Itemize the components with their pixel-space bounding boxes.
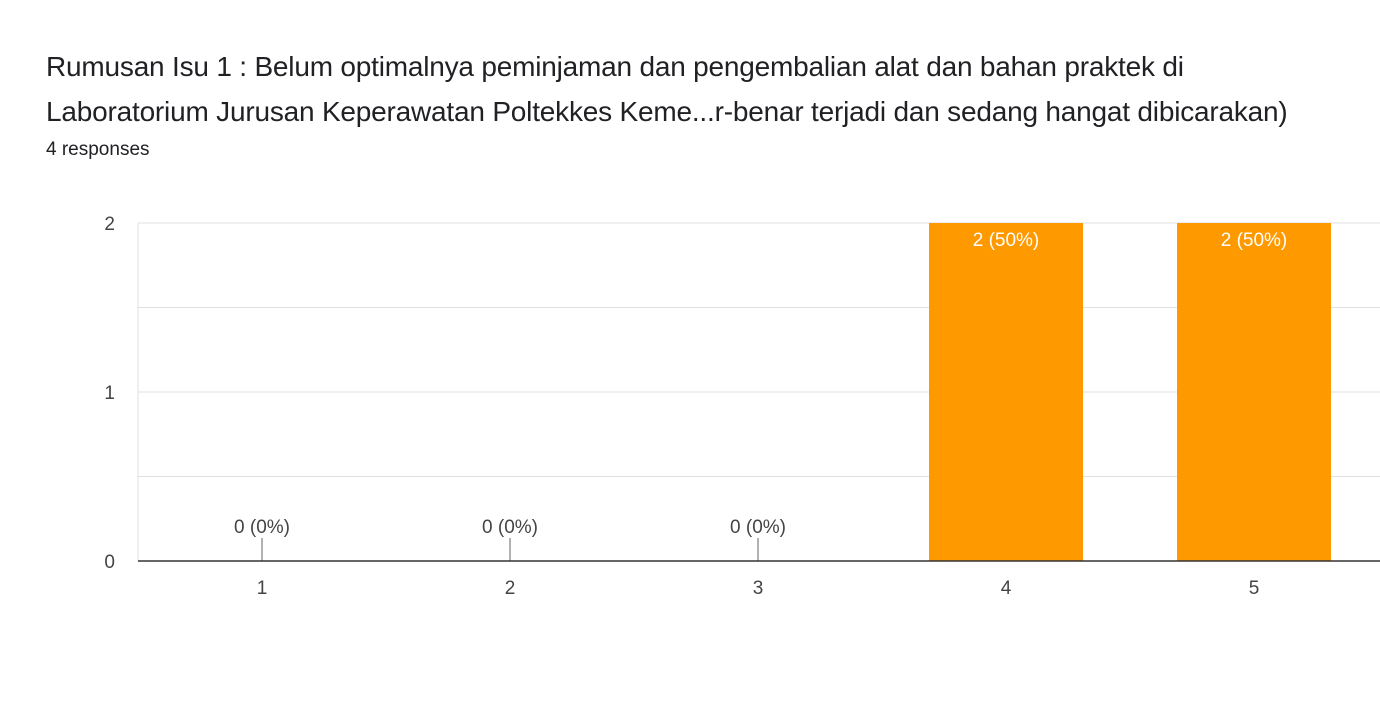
y-tick-label: 1 [104, 383, 115, 404]
data-label: 2 (50%) [973, 230, 1040, 251]
chart-title: Rumusan Isu 1 : Belum optimalnya peminja… [46, 44, 1366, 134]
responses-count: 4 responses [46, 139, 150, 160]
data-label: 0 (0%) [234, 517, 290, 538]
chart-title-line-2: Laboratorium Jurusan Keperawatan Poltekk… [46, 96, 1288, 127]
x-tick-label: 2 [505, 578, 516, 599]
data-label: 0 (0%) [730, 517, 786, 538]
x-tick-label: 5 [1249, 578, 1260, 599]
y-tick-label: 0 [104, 552, 115, 573]
y-tick-label: 2 [104, 214, 115, 235]
bar [929, 223, 1083, 561]
data-label: 2 (50%) [1221, 230, 1288, 251]
chart-title-line-1: Rumusan Isu 1 : Belum optimalnya peminja… [46, 51, 1184, 82]
data-label: 0 (0%) [482, 517, 538, 538]
x-tick-label: 1 [257, 578, 268, 599]
bar [1177, 223, 1331, 561]
x-tick-label: 3 [753, 578, 764, 599]
x-tick-label: 4 [1001, 578, 1012, 599]
